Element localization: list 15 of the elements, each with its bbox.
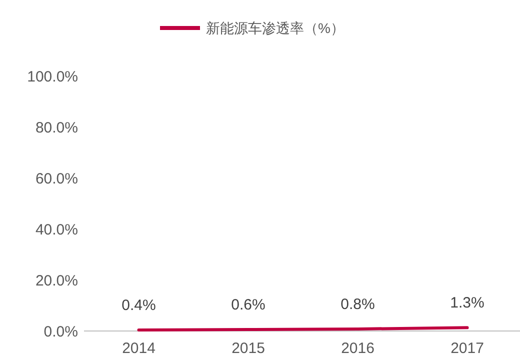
data-label: 0.4%	[122, 296, 156, 314]
data-label: 1.3%	[450, 294, 484, 312]
data-label: 0.8%	[340, 296, 375, 313]
data-label: 0.6%	[231, 296, 266, 314]
x-tick-label: 2016	[341, 340, 374, 356]
y-tick-label: 40.0%	[35, 221, 78, 238]
y-tick-label: 60.0%	[35, 170, 78, 188]
y-tick-label: 80.0%	[35, 119, 78, 136]
x-tick-label: 2014	[122, 340, 156, 356]
y-tick-label: 0.0%	[44, 323, 78, 340]
y-tick-label: 20.0%	[35, 272, 78, 290]
legend-label: 新能源车渗透率（%）	[206, 20, 344, 36]
x-tick-label: 2017	[450, 340, 484, 356]
y-tick-label: 100.0%	[27, 68, 78, 86]
x-tick-label: 2015	[232, 340, 265, 356]
